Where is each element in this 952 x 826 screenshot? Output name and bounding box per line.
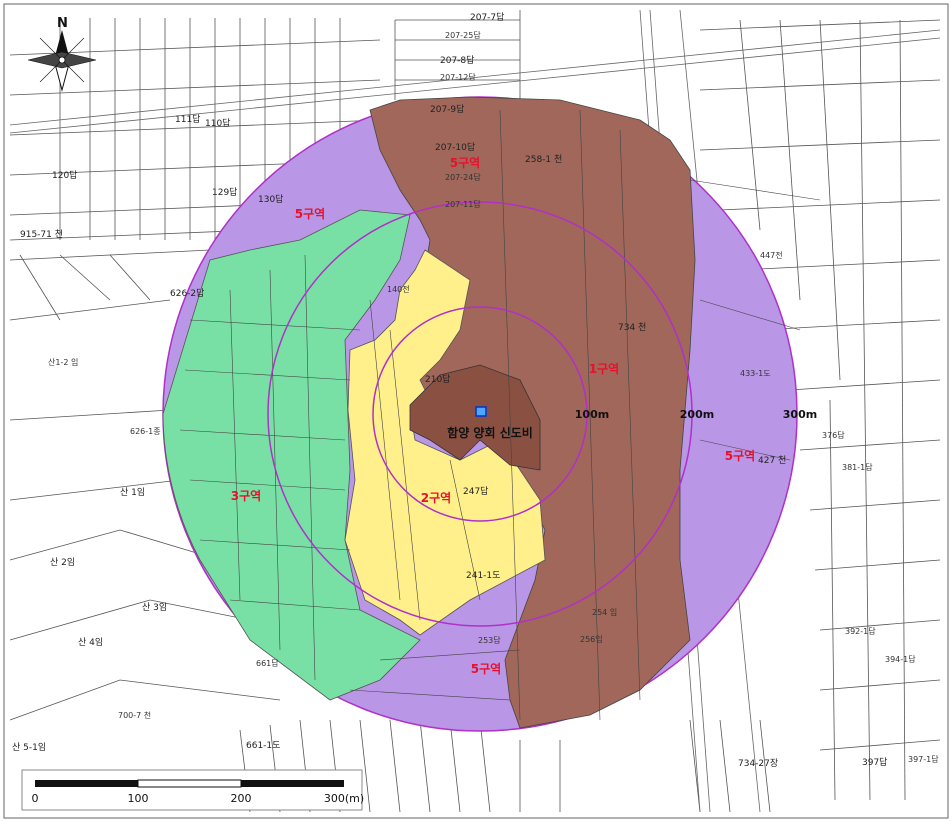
- zone-parcel-lines: [179, 109, 821, 721]
- parcel-label: 734-27장: [738, 758, 778, 769]
- ring-100m: [372, 306, 588, 522]
- parcel-label: 111답: [175, 113, 200, 125]
- scale-segment: [137, 779, 242, 788]
- parcel-label: 130답: [258, 193, 283, 205]
- parcel-label: 258-1 천: [525, 154, 562, 165]
- map-frame: [3, 3, 949, 819]
- zone-3-area: [162, 209, 421, 701]
- parcel-label: 241-1도: [466, 571, 500, 581]
- parcel-label: 427 천: [758, 455, 786, 466]
- parcel-label: 394-1답: [885, 654, 916, 664]
- scale-tick-label: 0: [32, 792, 39, 805]
- parcel-label: 254 임: [592, 608, 617, 617]
- parcel-label: 207-7답: [470, 11, 504, 23]
- scale-segment: [241, 780, 344, 787]
- zone-label-1: 1구역: [589, 361, 619, 376]
- parcel-label: 661답: [256, 658, 279, 668]
- scale-bar-box: [21, 769, 363, 811]
- parcel-label: 381-1답: [842, 462, 873, 472]
- parcel-label: 915-71 천: [20, 229, 63, 240]
- parcel-label: 207-8답: [440, 54, 474, 66]
- parcel-label: 산 5-1임: [12, 741, 46, 753]
- parcel-label: 734 천: [618, 322, 646, 333]
- parcel-label: 207-24답: [445, 172, 481, 182]
- zone-label-5-northwest: 5구역: [295, 206, 325, 221]
- parcel-label: 207-10답: [435, 141, 475, 153]
- zone-label-5-north: 5구역: [450, 155, 480, 170]
- parcel-labels: 207-7답 207-25답 207-8답 207-12답 207-9답 207…: [12, 11, 939, 769]
- ring-200m: [267, 201, 693, 627]
- parcel-label: 207-11답: [445, 199, 481, 209]
- parcel-label: 산 1임: [120, 486, 145, 498]
- parcel-label: 207-9답: [430, 103, 464, 115]
- parcel-label: 210답: [425, 373, 450, 385]
- parcel-label: 129답: [212, 186, 237, 198]
- parcel-label: 376답: [822, 430, 845, 440]
- scale-tick-label: 200: [231, 792, 252, 805]
- parcel-label: 397답: [862, 756, 887, 768]
- scale-tick-label: 100: [128, 792, 149, 805]
- parcel-label: 207-25답: [445, 30, 481, 40]
- scale-segment: [35, 780, 138, 787]
- parcel-label: 626-2답: [170, 287, 204, 299]
- parcel-label: 626-1종: [130, 427, 161, 436]
- site-marker: [475, 406, 487, 417]
- parcel-label: 447전: [760, 250, 783, 260]
- parcel-label: 397-1답: [908, 754, 939, 764]
- cadastral-lines: [9, 10, 941, 813]
- parcel-label: 253답: [478, 635, 501, 645]
- parcel-label: 392-1답: [845, 626, 876, 636]
- scale-tick-label: 300(m): [324, 792, 364, 805]
- parcel-label: 110답: [205, 117, 230, 129]
- parcel-label: 661-1도: [246, 741, 280, 751]
- scale-bar: 0 100 200 300(m): [21, 769, 364, 811]
- parcel-label: 산 4임: [78, 636, 103, 648]
- parcel-label: 433-1도: [740, 369, 771, 378]
- parcel-label: 산 2임: [50, 556, 75, 568]
- parcel-label: 산1-2 임: [48, 357, 78, 367]
- zone-label-3: 3구역: [231, 488, 261, 503]
- parcel-label: 140전: [387, 284, 410, 294]
- parcel-label: 700-7 천: [118, 710, 151, 720]
- parcel-label: 120답: [52, 169, 77, 181]
- parcel-label: 산 3임: [142, 601, 167, 613]
- zone-2-area: [344, 249, 546, 636]
- ring-label-200m: 200m: [680, 408, 714, 421]
- ring-label-100m: 100m: [575, 408, 609, 421]
- north-label: N: [57, 16, 68, 31]
- zone-label-2: 2구역: [421, 490, 451, 505]
- north-arrow: N: [27, 16, 97, 92]
- parcel-label: 247답: [463, 485, 488, 497]
- parcel-label: 256임: [580, 635, 603, 644]
- site-parcel: [409, 364, 541, 471]
- zone-label-5-east: 5구역: [725, 448, 755, 463]
- parcel-label: 207-12답: [440, 72, 476, 82]
- ring-label-300m: 300m: [783, 408, 817, 421]
- site-label: 함양 양회 신도비: [447, 425, 533, 440]
- zone-label-5-south: 5구역: [471, 661, 501, 676]
